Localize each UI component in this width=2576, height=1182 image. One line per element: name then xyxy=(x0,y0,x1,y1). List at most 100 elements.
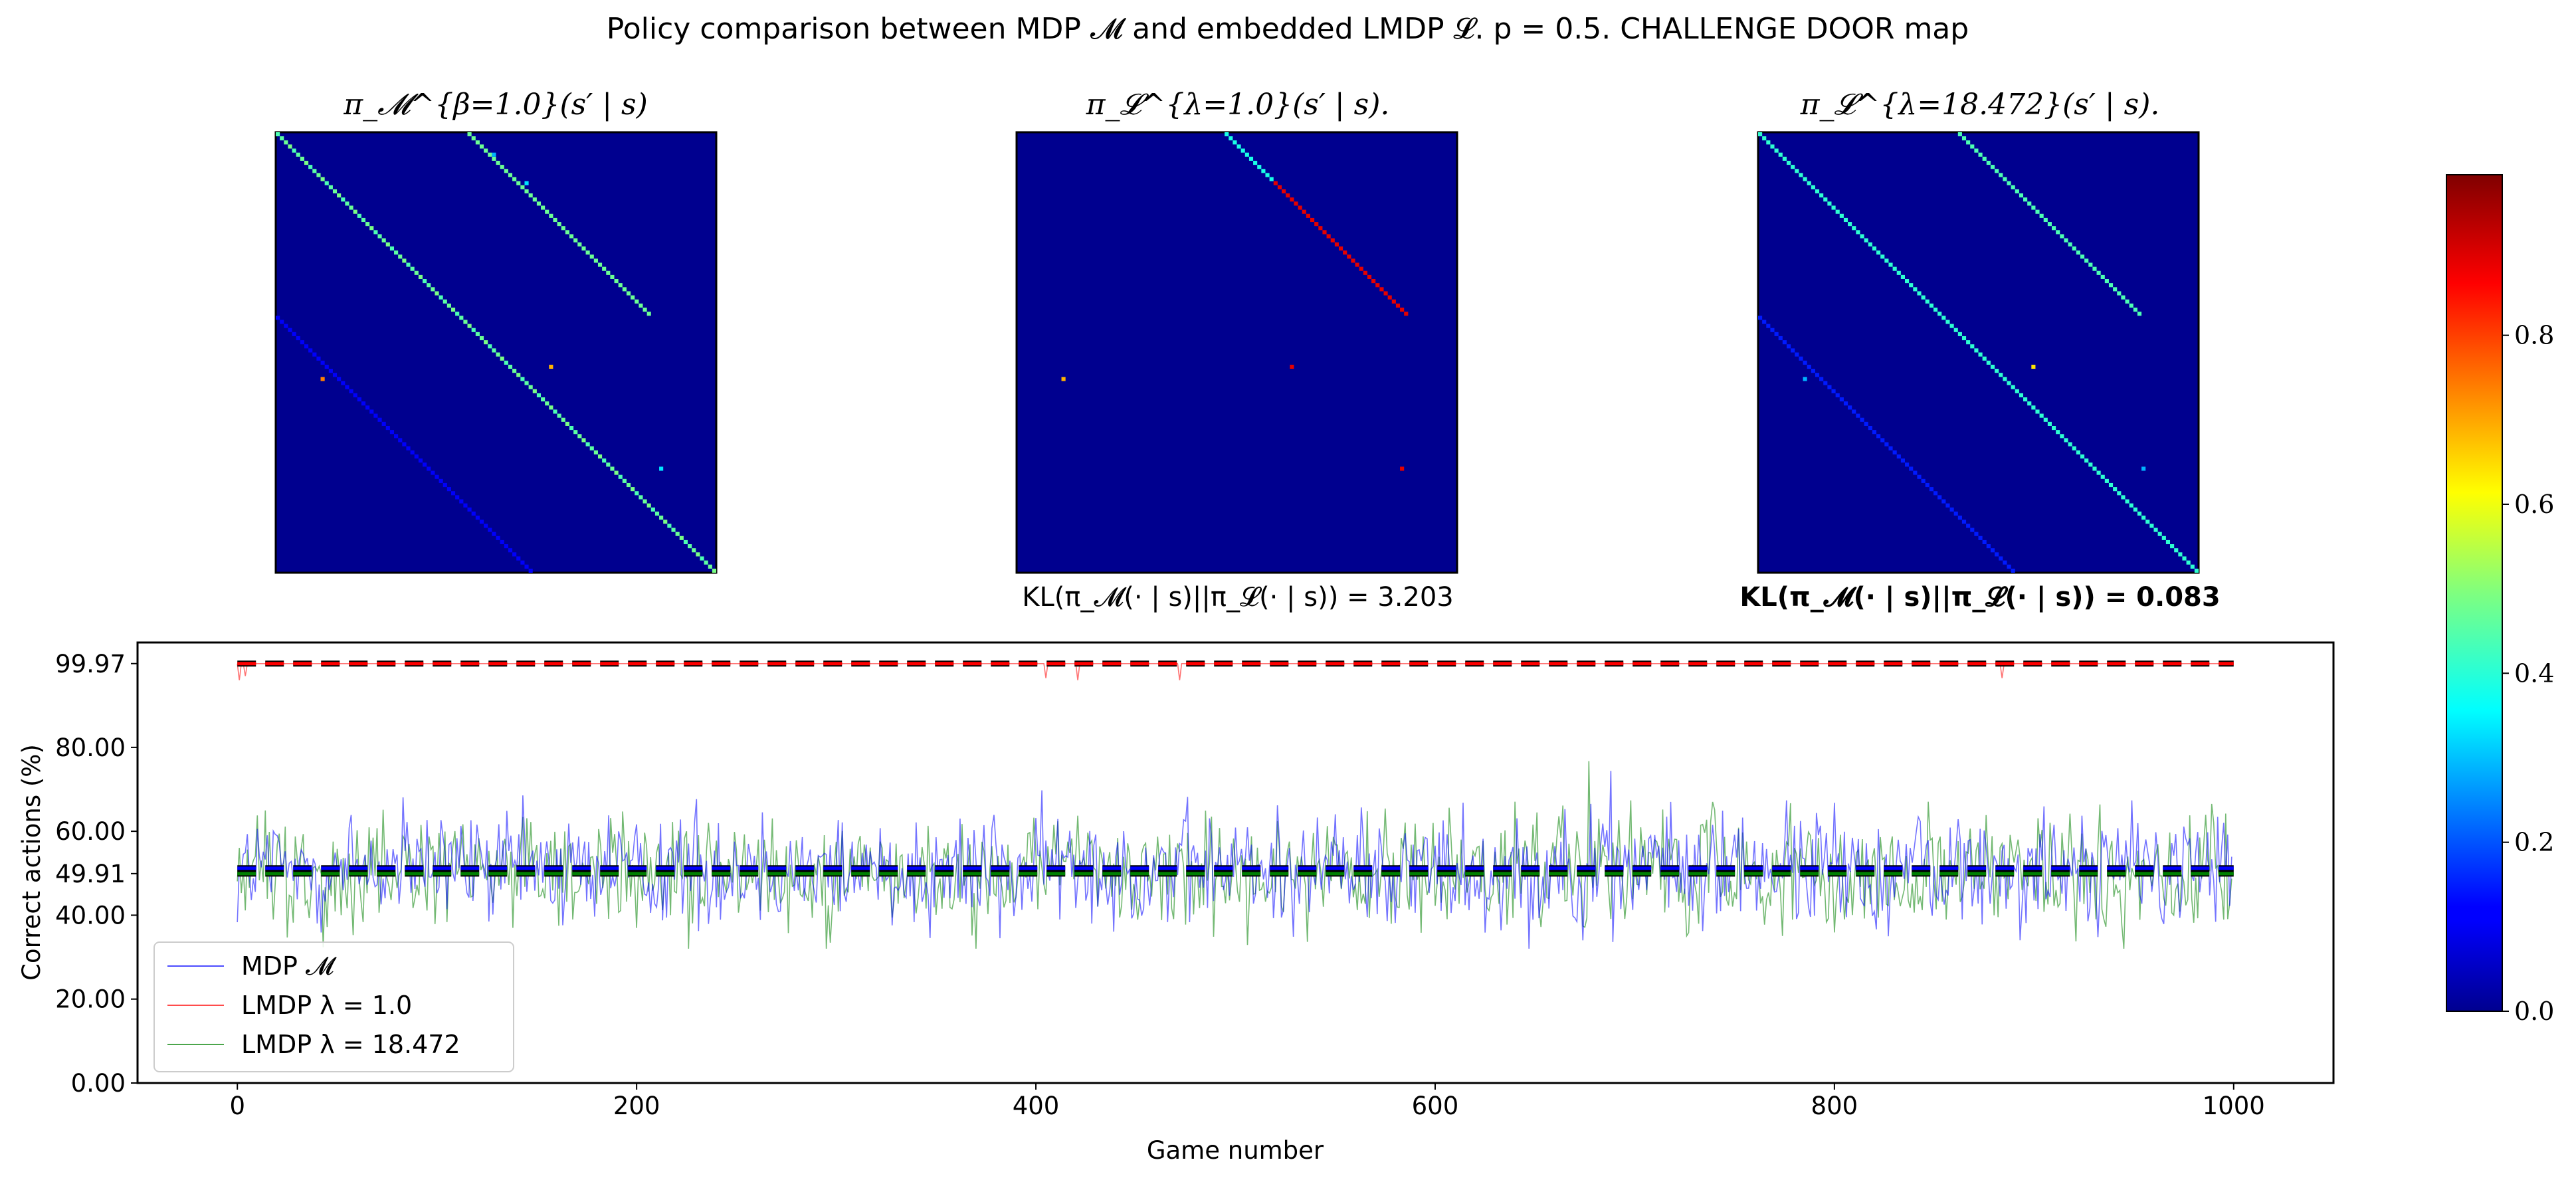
heatmap-cell xyxy=(443,299,447,304)
heatmap-cell xyxy=(2178,552,2183,557)
heatmap-cell xyxy=(597,454,603,459)
heatmap-cell xyxy=(450,491,456,496)
heatmap-cell xyxy=(606,462,611,467)
colorbar-gradient xyxy=(2446,174,2503,1012)
legend-label-lmdp-1: LMDP λ = 1.0 xyxy=(241,991,412,1020)
heatmap-cell xyxy=(1864,421,1868,426)
y-tick-label: 49.91 xyxy=(55,860,126,888)
heatmap-cell xyxy=(385,426,390,431)
colorbar-tick-label: 0.2 xyxy=(2514,828,2554,857)
heatmap-cell xyxy=(385,242,390,246)
heatmap-cell xyxy=(2011,385,2015,389)
heatmap-cell xyxy=(2108,283,2114,288)
heatmap-cell xyxy=(1884,258,1889,263)
heatmap-cell xyxy=(1244,152,1249,157)
heatmap-cell xyxy=(1868,426,1872,431)
heatmap-cell xyxy=(389,430,395,435)
heatmap-cell xyxy=(377,234,382,239)
heatmap-cell xyxy=(1990,548,1995,553)
heatmap-cell xyxy=(1795,169,1799,173)
heatmap-cell xyxy=(1933,491,1938,496)
heatmap-cell xyxy=(463,320,468,324)
heatmap-cell xyxy=(536,393,542,398)
heatmap-cell xyxy=(2092,266,2097,271)
heatmap-cell xyxy=(304,160,309,165)
heatmap-cell xyxy=(1892,450,1897,454)
heatmap-cell xyxy=(631,295,635,300)
heatmap-cell xyxy=(492,152,496,157)
heatmap-cell xyxy=(296,336,300,341)
heatmap-lmdp-1-cells xyxy=(1061,132,1409,471)
heatmap-cell xyxy=(365,405,370,410)
heatmap-cell xyxy=(1391,299,1396,304)
heatmap-lmdp-1-title: π_𝓛^{λ=1.0}(s′ | s). xyxy=(1086,88,1390,122)
heatmap-cell xyxy=(1941,499,1946,504)
x-tick-label: 600 xyxy=(1412,1092,1459,1120)
heatmap-cell xyxy=(1982,156,1987,161)
heatmap-cell xyxy=(2007,181,2011,185)
heatmap-cell xyxy=(1827,385,1832,389)
heatmap-cell xyxy=(1896,270,1901,275)
heatmap-cell xyxy=(320,177,325,181)
heatmap-cell xyxy=(479,520,484,524)
line-plot-ylabel: Correct actions (%) xyxy=(17,744,46,981)
heatmap-cell xyxy=(1786,160,1791,165)
heatmap-cell xyxy=(2096,270,2101,275)
heatmap-cell xyxy=(1880,438,1885,443)
heatmap-cell xyxy=(2121,495,2126,500)
heatmap-cell xyxy=(361,217,366,223)
heatmap-cell xyxy=(418,458,423,463)
heatmap-cell xyxy=(1848,405,1852,410)
heatmap-cell xyxy=(1900,458,1905,463)
heatmap-cell xyxy=(639,495,643,500)
heatmap-cell xyxy=(1240,148,1245,153)
heatmap-cell xyxy=(1982,540,1987,545)
heatmap-cell xyxy=(410,450,415,454)
heatmap-cell xyxy=(1961,520,1967,524)
heatmap-cell xyxy=(573,238,578,243)
heatmap-cell xyxy=(2182,556,2187,561)
heatmap-cell xyxy=(1843,401,1848,406)
heatmap-cell xyxy=(1367,274,1372,279)
heatmap-cell xyxy=(288,328,292,332)
heatmap-cell xyxy=(2092,466,2097,471)
heatmap-cell xyxy=(496,160,500,165)
heatmap-cell xyxy=(1770,144,1775,149)
heatmap-cell xyxy=(337,377,342,381)
heatmap-cell xyxy=(659,516,664,520)
heatmap-cell xyxy=(332,189,338,194)
heatmap-cell xyxy=(585,250,590,255)
line-plot: 0 200 400 600 800 1000 0.00 20.00 40.00 49.91 60.… xyxy=(17,641,2335,1165)
heatmap-cell xyxy=(1856,413,1860,418)
heatmap-cell xyxy=(1766,140,1771,145)
heatmap-cell xyxy=(1999,556,2003,561)
heatmap-cell xyxy=(2015,389,2019,393)
heatmap-cell xyxy=(423,462,427,467)
heatmap-cell xyxy=(2072,446,2076,450)
heatmap-cell xyxy=(508,173,513,177)
heatmap-cell xyxy=(406,262,411,267)
heatmap-cell xyxy=(2011,185,2015,189)
heatmap-cell xyxy=(1957,332,1962,336)
colorbar-ticks: 0.0 0.2 0.4 0.6 0.8 xyxy=(2502,321,2554,1026)
heatmap-cell xyxy=(2052,226,2056,231)
heatmap-cell xyxy=(1966,524,1971,528)
heatmap-cell xyxy=(549,213,553,218)
heatmap-cell xyxy=(504,169,508,173)
heatmap-cell xyxy=(1355,262,1359,267)
heatmap-lmdp-1-background xyxy=(1015,131,1458,574)
heatmap-cell xyxy=(614,470,619,475)
heatmap-cell xyxy=(304,344,309,349)
heatmap-cell xyxy=(324,181,329,185)
colorbar-tick-label: 0.8 xyxy=(2514,321,2554,350)
heatmap-cell xyxy=(369,226,374,231)
heatmap-cell xyxy=(2096,470,2101,475)
heatmap-cell xyxy=(443,482,447,488)
heatmap-cell xyxy=(1774,148,1779,153)
heatmap-cell xyxy=(2027,401,2032,406)
heatmap-cell xyxy=(357,397,361,402)
heatmap-cell xyxy=(484,524,488,528)
heatmap-cell xyxy=(2039,213,2044,218)
heatmap-cell xyxy=(1966,140,1971,145)
heatmap-cell xyxy=(700,556,704,561)
